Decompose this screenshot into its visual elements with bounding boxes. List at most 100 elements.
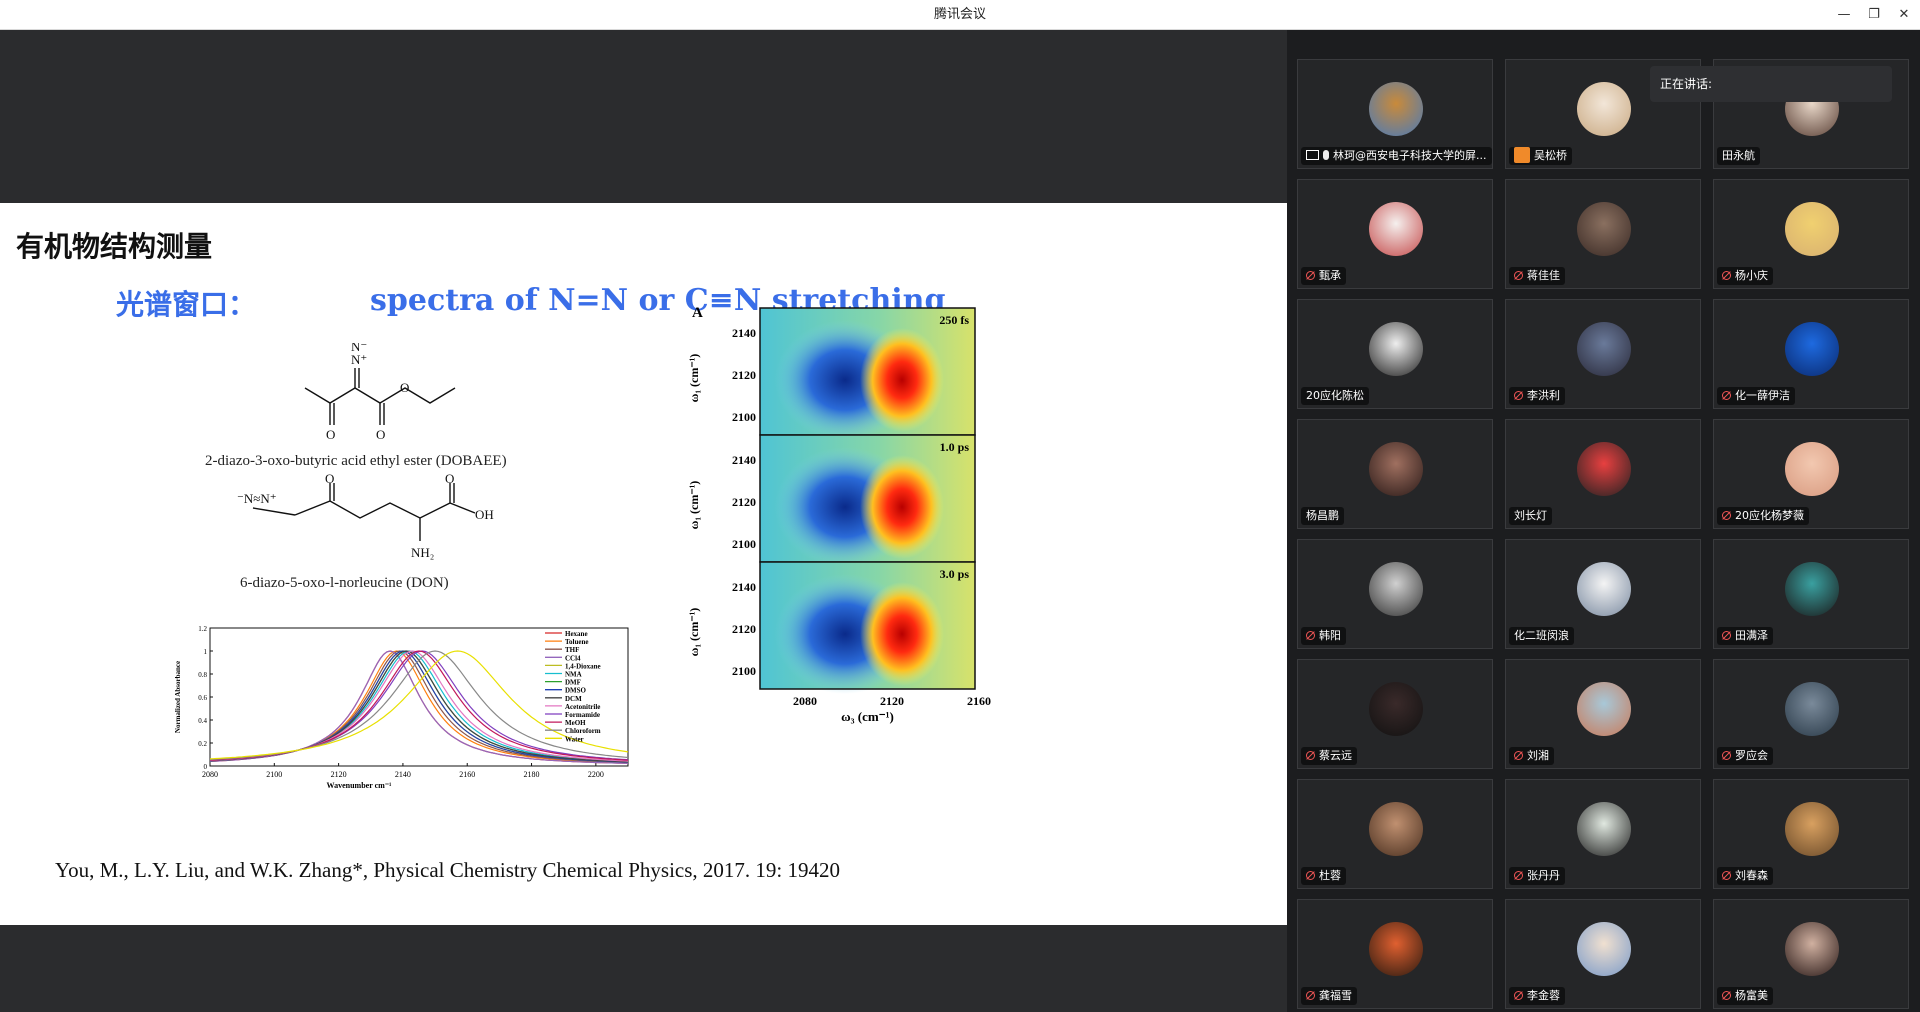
participant-tile[interactable]: 蔡云远 bbox=[1297, 659, 1493, 769]
participant-tile[interactable]: 罗应会 bbox=[1713, 659, 1909, 769]
participant-tile[interactable]: 田满泽 bbox=[1713, 539, 1909, 649]
participant-tile[interactable]: 甄承 bbox=[1297, 179, 1493, 289]
avatar bbox=[1785, 802, 1839, 856]
x-tick-label: 2180 bbox=[524, 770, 540, 779]
molecule-1-caption: 2-diazo-3-oxo-butyric acid ethyl ester (… bbox=[205, 453, 507, 469]
participant-name: 20应化陈松 bbox=[1306, 389, 1364, 402]
contour-panel-frame bbox=[759, 561, 976, 690]
microphone-muted-icon bbox=[1514, 751, 1523, 760]
microphone-muted-icon bbox=[1306, 991, 1315, 1000]
panel-time-label: 3.0 ps bbox=[940, 567, 970, 581]
avatar bbox=[1369, 442, 1423, 496]
participant-name-tag: 李金蓉 bbox=[1509, 987, 1565, 1005]
avatar bbox=[1785, 682, 1839, 736]
y-tick-label: 0.4 bbox=[198, 717, 207, 725]
participant-name-tag: 杨昌鹏 bbox=[1301, 507, 1344, 525]
speaking-indicator: 正在讲话: bbox=[1650, 66, 1892, 102]
host-user-icon bbox=[1514, 147, 1530, 163]
participant-tile[interactable]: 化一薛伊洁 bbox=[1713, 299, 1909, 409]
participant-name-tag: 杜蓉 bbox=[1301, 867, 1346, 885]
participant-name: 刘春森 bbox=[1735, 869, 1768, 882]
legend-label: DMF bbox=[565, 679, 581, 687]
participant-tile[interactable]: 杨小庆 bbox=[1713, 179, 1909, 289]
participant-name: 甄承 bbox=[1319, 269, 1341, 282]
avatar bbox=[1369, 802, 1423, 856]
svg-text:O: O bbox=[325, 473, 334, 486]
microphone-on-icon bbox=[1323, 150, 1329, 160]
svg-text:NH₂: NH₂ bbox=[411, 545, 434, 560]
participant-name-tag: 吴松桥 bbox=[1509, 147, 1572, 165]
participant-tile[interactable]: 杜蓉 bbox=[1297, 779, 1493, 889]
presentation-slide: 有机物结构测量 光谱窗口： spectra of N=N or C≡N stre… bbox=[0, 203, 1287, 925]
close-button[interactable]: ✕ bbox=[1898, 7, 1910, 22]
participant-tile[interactable]: 李金蓉 bbox=[1505, 899, 1701, 1009]
participant-tile[interactable]: 刘湘 bbox=[1505, 659, 1701, 769]
svg-text:O: O bbox=[376, 427, 385, 442]
legend-label: Formamide bbox=[565, 711, 600, 719]
participant-name-tag: 刘湘 bbox=[1509, 747, 1554, 765]
x-tick-label: 2160 bbox=[967, 694, 991, 708]
microphone-muted-icon bbox=[1722, 751, 1731, 760]
title-bar: 腾讯会议 — ❐ ✕ bbox=[0, 0, 1920, 30]
participant-name-tag: 甄承 bbox=[1301, 267, 1346, 285]
participant-tile[interactable]: 吴松桥 bbox=[1505, 59, 1701, 169]
participant-tile[interactable]: 韩阳 bbox=[1297, 539, 1493, 649]
participant-name: 李洪利 bbox=[1527, 389, 1560, 402]
microphone-muted-icon bbox=[1514, 991, 1523, 1000]
participant-name: 杨昌鹏 bbox=[1306, 509, 1339, 522]
participant-name-tag: 田满泽 bbox=[1717, 627, 1773, 645]
participant-tile[interactable]: 杨富美 bbox=[1713, 899, 1909, 1009]
participant-name: 吴松桥 bbox=[1534, 149, 1567, 162]
y-tick-label: 2120 bbox=[732, 368, 756, 382]
avatar bbox=[1577, 562, 1631, 616]
minimize-button[interactable]: — bbox=[1837, 7, 1851, 22]
avatar bbox=[1369, 682, 1423, 736]
positive-peak bbox=[860, 582, 944, 686]
participant-name: 李金蓉 bbox=[1527, 989, 1560, 1002]
participant-tile[interactable]: 20应化杨梦薇 bbox=[1713, 419, 1909, 529]
participant-name: 蒋佳佳 bbox=[1527, 269, 1560, 282]
y-tick-label: 2120 bbox=[732, 495, 756, 509]
participant-tile[interactable]: 林珂@西安电子科技大学的屏... bbox=[1297, 59, 1493, 169]
participant-name-tag: 李洪利 bbox=[1509, 387, 1565, 405]
participant-tile[interactable]: 刘春森 bbox=[1713, 779, 1909, 889]
participant-tile[interactable]: 张丹丹 bbox=[1505, 779, 1701, 889]
x-tick-label: 2160 bbox=[459, 770, 475, 779]
participant-tile[interactable]: 李洪利 bbox=[1505, 299, 1701, 409]
svg-text:N⁺: N⁺ bbox=[351, 352, 367, 367]
participant-name-tag: 韩阳 bbox=[1301, 627, 1346, 645]
panel-time-label: 1.0 ps bbox=[940, 440, 970, 454]
avatar bbox=[1577, 322, 1631, 376]
participant-tile[interactable]: 刘长灯 bbox=[1505, 419, 1701, 529]
microphone-muted-icon bbox=[1306, 871, 1315, 880]
avatar bbox=[1577, 82, 1631, 136]
participant-tile[interactable]: 20应化陈松 bbox=[1297, 299, 1493, 409]
avatar bbox=[1577, 682, 1631, 736]
participant-tile[interactable]: 龚福雪 bbox=[1297, 899, 1493, 1009]
participant-name-tag: 杨富美 bbox=[1717, 987, 1773, 1005]
participant-name-tag: 田永航 bbox=[1717, 147, 1760, 165]
svg-text:O: O bbox=[400, 380, 409, 395]
participant-name: 化一薛伊洁 bbox=[1735, 389, 1790, 402]
participant-name: 20应化杨梦薇 bbox=[1735, 509, 1804, 522]
participant-name-tag: 刘长灯 bbox=[1509, 507, 1552, 525]
legend-label: Acetonitrile bbox=[565, 703, 600, 711]
participant-name: 韩阳 bbox=[1319, 629, 1341, 642]
microphone-muted-icon bbox=[1514, 871, 1523, 880]
participant-tile[interactable]: 化二班闵浪 bbox=[1505, 539, 1701, 649]
legend-label: THF bbox=[565, 646, 579, 654]
legend-label: Hexane bbox=[565, 630, 588, 638]
participant-name: 刘湘 bbox=[1527, 749, 1549, 762]
participant-tile[interactable]: 杨昌鹏 bbox=[1297, 419, 1493, 529]
avatar bbox=[1577, 802, 1631, 856]
x-tick-label: 2120 bbox=[331, 770, 347, 779]
participant-tile[interactable]: 蒋佳佳 bbox=[1505, 179, 1701, 289]
y-tick-label: 2140 bbox=[732, 453, 756, 467]
microphone-muted-icon bbox=[1722, 631, 1731, 640]
screen-share-area[interactable]: 有机物结构测量 光谱窗口： spectra of N=N or C≡N stre… bbox=[0, 30, 1287, 1012]
x-tick-label: 2200 bbox=[588, 770, 604, 779]
avatar bbox=[1577, 442, 1631, 496]
y-tick-label: 0 bbox=[204, 763, 208, 771]
restore-button[interactable]: ❐ bbox=[1868, 7, 1880, 22]
legend-label: NMA bbox=[565, 671, 582, 679]
